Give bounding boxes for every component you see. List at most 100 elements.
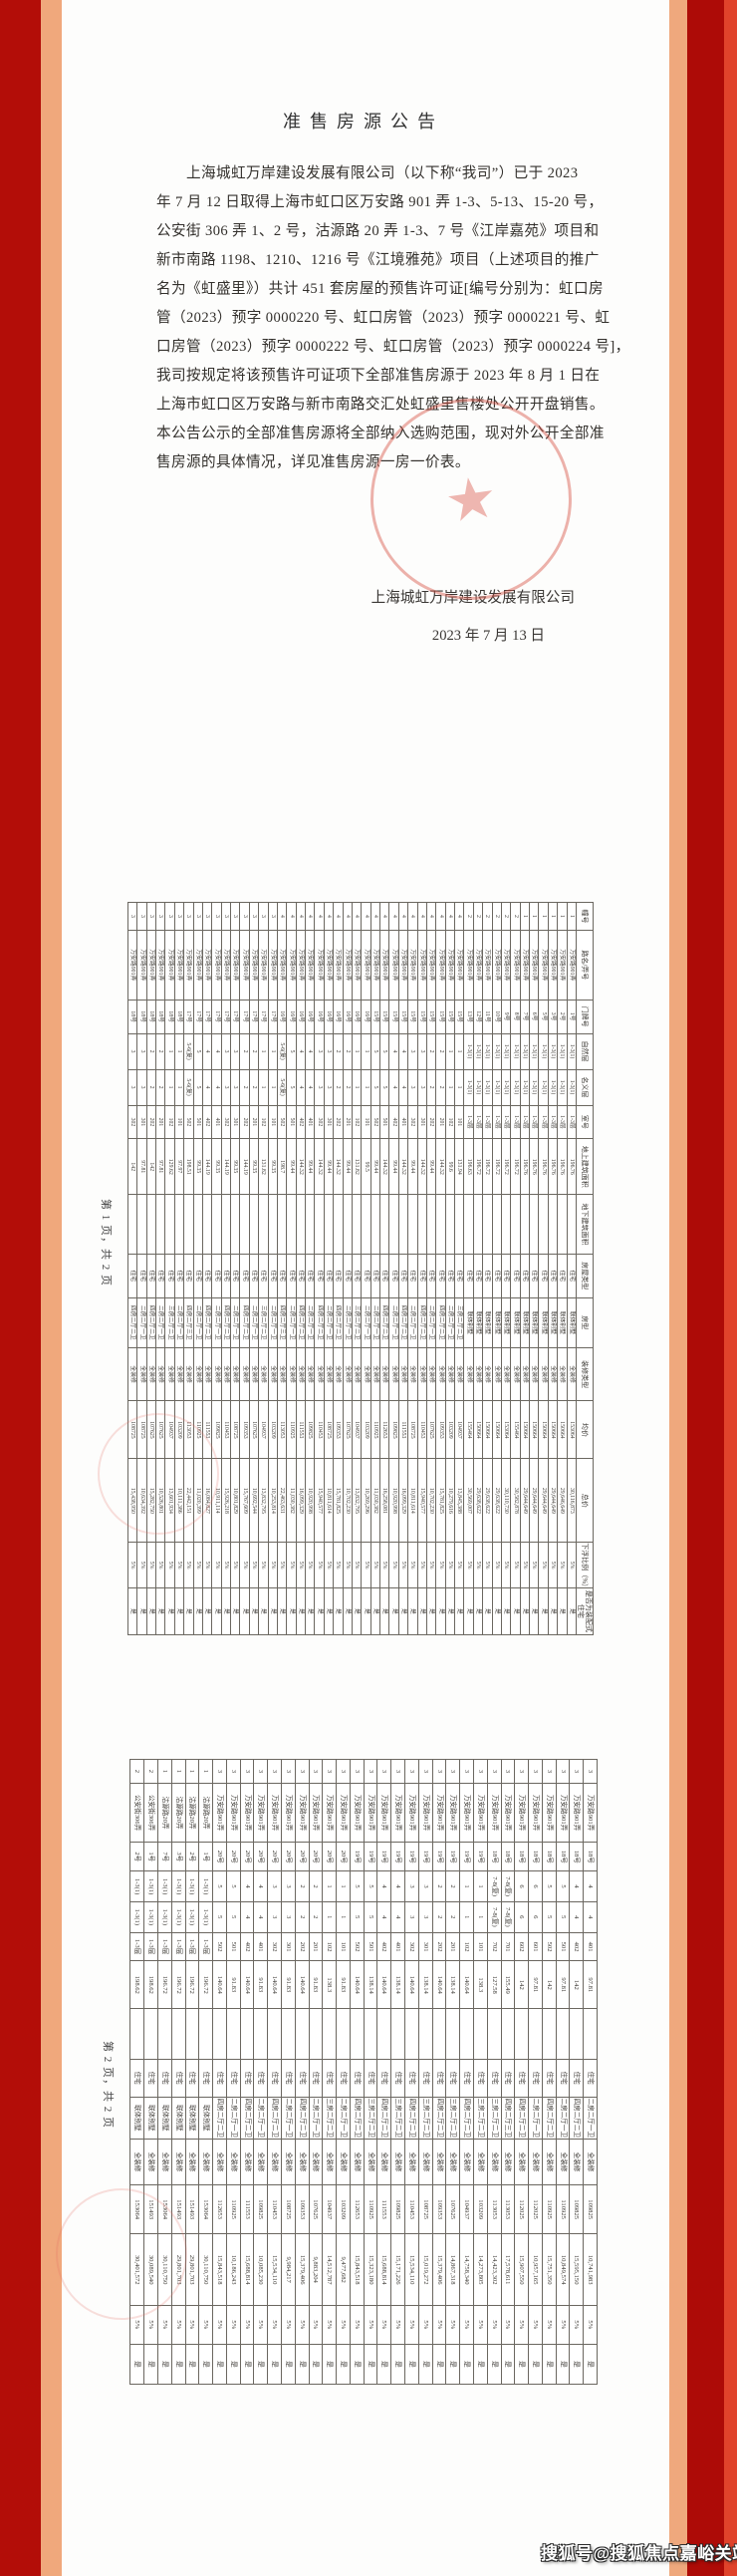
faint-seal-icon [98,1413,219,1535]
unit-row: 3 万安路901弄 18号 6 6 601 97.81 住宅 二房二厅一卫 全装修 112025 10… [528,1759,543,2385]
unit-row: 3 万安路901弄 19号 5 5 501 138.14 住宅 三房二厅二卫 全装修 110925 1… [364,1759,377,2385]
announcement-line: 上海城虹万岸建设发展有限公司（以下称“我司”）已于 2023 [186,165,579,181]
unit-row: 4 万安路901弄 16号 5-6(复) 5-6(复) 502 198.7 住宅 四房二厅三卫全… [277,902,287,1635]
announcement-date: 2023 年 7 月 13 日 [431,628,545,644]
unit-row: 4 万安路901弄 16号 2 2 201 99.44 住宅 二房二厅一卫 全装修 107625 10… [343,902,353,1635]
field-header-cell: 名义层 [576,1069,594,1106]
unit-row: 1 万安路901弄 2号 1-3(1) 1-3(1) 1-3层 196.76 住宅 联体别墅 全装… [557,902,568,1635]
field-header-cell: 门牌号 [576,1000,594,1034]
page1-footer: 第 1 页，共 2 页 [100,1199,112,1287]
unit-row: 3 万安路901弄 18号 6 6 602 142 住宅 四房二厅二卫 全装修 112025 15,9… [514,1759,529,2385]
announcement-line: 公安街 306 弄 1、2 号，沽源路 20 弄 1-3、7 号《江岸嘉苑》项目… [156,223,600,239]
field-header-cell: 自然层 [576,1033,594,1070]
unit-row: 3 万安路901弄 19号 3 3 302 140.64 住宅 四房二厅二卫 全装修 110453 1… [404,1759,419,2385]
unit-row: 2 万安路901弄 12号 1-3(1) 1-3(1) 1-3层 196.72 住宅 联体别墅全… [473,902,483,1635]
faint-seal-icon [56,2188,187,2320]
field-header-cell: 房型 [576,1297,594,1348]
unit-row: 3 万安路901弄 17号 2 2 201 99.35 住宅 二房二厅一卫 全装修 107625 10… [249,902,259,1635]
field-header-cell: 室号 [576,1105,594,1139]
price-table-page2-grid: 3 万安路901弄 18号 4 4 401 97.81 住宅 二房二厅一卫 全装修 109825 10… [129,1759,598,2397]
unit-row: 3 万安路901弄 18号 5 5 502 142 住宅 四房二厅二卫 全装修 110925 15,7… [542,1759,557,2385]
right-edge-red-stripe [724,0,737,2576]
announcement-line: 名为《虹盛里》）共计 451 套房屋的预售许可证[编号分别为：虹口房 [156,281,604,297]
unit-row: 3 万安路901弄 19号 1 1 102 140.64 住宅 四房二厅二卫 全装修 104937 1… [459,1759,474,2385]
announcement-line: 年 7 月 12 日取得上海市虹口区万安路 901 弄 1-3、5-13、15-… [156,194,604,210]
unit-row: 1 万安路901弄 5号 1-3(1) 1-3(1) 1-3层 196.76 住宅 联体别墅 全装… [539,902,549,1635]
unit-row: 1 万安路901弄 1号 1-3(1) 1-3(1) 1-3层 196.76 住宅 联体别墅 全装… [567,902,577,1635]
unit-row: 3 万安路901弄 20号 5 5 501 91.83 住宅 二房二厅一卫 全装修 110925 10… [226,1759,241,2385]
field-header-cell: 总价 [576,1458,594,1543]
unit-row: 3 万安路901弄 18号 4 4 401 97.81 住宅 二房二厅一卫 全装修 109825 10… [583,1759,598,2385]
unit-row: 3 万安路901弄 18号 7-8(复) 7-8(复) 701 155.49 住宅 四房二厅三卫… [501,1759,515,2385]
unit-row: 4 万安路901弄 15号 3 3 302 99.44 住宅 二房二厅一卫 全装修 108725 10… [407,902,418,1635]
unit-row: 4 万安路901弄 16号 1 1 101 99.5 住宅 二房二厅一卫 全装修 103209 10,… [361,902,371,1635]
seal-star-icon: ★ [440,463,502,536]
unit-row: 3 万安路901弄 19号 1 1 101 138.3 住宅 三房二厅二卫 全装修 103209 14… [473,1759,488,2385]
unit-row: 3 万安路901弄 20号 2 2 201 91.83 住宅 二房二厅一卫 全装修 107625 9,… [309,1759,323,2385]
field-header-cell: 下浮比例（%） [576,1542,594,1588]
unit-row: 4 万安路901弄 15号 2 2 201 144.32 住宅 四房二厅二卫 全装修 109353 1… [435,902,446,1635]
unit-row: 3 万安路901弄 17号 2 2 202 144.19 住宅 四房二厅二卫 全装修 109353 1… [240,902,250,1635]
unit-row: 2 万安路901弄 10号 1-3(1) 1-3(1) 1-3层 196.72 住宅 联体别墅全… [492,902,502,1635]
unit-row: 3 万安路901弄 17号 3 3 301 99.35 住宅 二房二厅一卫 全装修 108725 10… [230,902,240,1635]
left-peach-border [41,0,62,2576]
unit-row: 3 万安路901弄 20号 3 3 302 140.64 住宅 四房二厅二卫 全装修 110453 1… [267,1759,282,2385]
announcement-line: 管（2023）预字 0000220 号、虹口房管（2023）预字 0000221… [156,310,611,326]
unit-row: 2 万安路901弄 11号 1-3(1) 1-3(1) 1-3层 196.72 住宅 联体别墅全… [482,902,493,1635]
unit-row: 4 万安路901弄 15号 1 1 101 131.94 住宅 三房二厅二卫 全装修 104937 1… [454,902,464,1635]
unit-row: 4 万安路901弄 15号 5 5 502 99.44 住宅 二房二厅一卫 全装修 110925 11… [370,902,380,1635]
unit-row: 1 沽源路20弄 1号 1-3(1) 1-3(1) 1-3层 196.72 住宅 联体别墅 全装修… [198,1759,213,2385]
right-peach-border [669,0,687,2576]
announcement-line: 口房管（2023）预字 0000222 号、虹口房管（2023）预字 00002… [156,339,630,355]
unit-row: 3 万安路901弄 19号 2 2 201 138.14 住宅 三房二厅二卫 全装修 107625 1… [445,1759,460,2385]
unit-row: 3 万安路901弄 19号 2 2 202 140.64 住宅 四房二厅二卫 全装修 109353 1… [432,1759,446,2385]
field-header-cell: 路名/弄号 [576,930,594,1001]
unit-row: 4 万安路901弄 15号 1 1 102 99.6 住宅 二房二厅一卫 全装修 103209 10,… [445,902,455,1635]
unit-row: 3 万安路901弄 19号 5 5 502 140.64 住宅 四房二厅二卫 全装修 112653 1… [350,1759,365,2385]
unit-row: 1 万安路901弄 6号 1-3(1) 1-3(1) 1-3层 196.76 住宅 联体别墅 全装… [529,902,539,1635]
unit-row: 3 万安路901弄 17号 3 3 302 144.19 住宅 四房二厅二卫 全装修 110453 1… [221,902,231,1635]
announcement-line: 我司按规定将该预售许可证项下全部准售房源于 2023 年 8 月 1 日在 [156,368,601,384]
unit-row: 4 万安路901弄 15号 5 5 501 144.32 住宅 四房二厅二卫 全装修 112653 1… [379,902,389,1635]
unit-row: 4 万安路901弄 15号 4 4 401 144.32 住宅 四房二厅二卫 全装修 111553 1… [398,902,408,1635]
unit-row: 4 万安路901弄 16号 3 3 301 99.44 住宅 二房二厅一卫 全装修 108725 10… [324,902,334,1635]
unit-row: 4 万安路901弄 16号 2 2 202 144.32 住宅 四房二厅二卫 全装修 109353 1… [333,902,344,1635]
sohu-watermark: 搜狐号@搜狐焦点嘉峪关站 [541,2544,737,2563]
unit-row: 4 万安路901弄 16号 4 4 402 144.32 住宅 四房二厅二卫 全装修 111553 1… [296,902,306,1635]
announcement-page: 准售房源公告 上海城虹万岸建设发展有限公司（以下称“我司”）已于 2023 年 7… [62,0,669,757]
unit-row: 3 万安路901弄 17号 5 5 501 99.35 住宅 二房二厅一卫 全装修 110925 11… [193,902,203,1635]
unit-row: 3 万安路901弄 20号 3 3 301 91.83 住宅 二房二厅一卫 全装修 108725 9,… [281,1759,296,2385]
unit-row: 1 万安路901弄 3号 1-3(1) 1-3(1) 1-3层 196.76 住宅 联体别墅 全装… [548,902,558,1635]
field-header-cell: 房屋类型 [576,1254,594,1298]
unit-row: 1 沽源路20弄 2号 1-3(1) 1-3(1) 1-3层 196.72 住宅 联体别墅 全装修… [185,1759,199,2385]
field-header-row: 幢号 路名/弄号 门牌号 自然层 名义层 室号 地上建筑面积 地下建筑面积 房屋类型 房型 装修类型… [576,902,594,1635]
field-header-cell: 均价 [576,1400,594,1459]
unit-row: 3 万安路901弄 17号 4 4 402 144.19 住宅 四房二厅二卫 全装修 111553 1… [202,902,212,1635]
company-seal-icon: ★ [370,399,572,600]
announcement-line: 新市南路 1198、1210、1216 号《江境雅苑》项目（上述项目的推广 [156,252,600,268]
unit-row: 4 万安路901弄 16号 3 3 302 144.32 住宅 四房二厅二卫 全装修 110453 1… [315,902,325,1635]
field-header-cell: 装修类型 [576,1347,594,1401]
unit-row: 3 万安路901弄 17号 1 1 101 99.35 住宅 二房二厅一卫 全装修 103209 10… [268,902,278,1635]
right-red-border [687,0,724,2576]
unit-row: 1 万安路901弄 7号 1-3(1) 1-3(1) 1-3层 196.76 住宅 联体别墅 全装… [520,902,530,1635]
unit-row: 4 万安路901弄 15号 3 3 301 144.32 住宅 四房二厅二卫 全装修 110453 1… [417,902,427,1635]
unit-row: 3 万安路901弄 20号 1 1 101 91.83 住宅 二房二厅一卫 全装修 103209 9,… [336,1759,351,2385]
unit-row: 4 万安路901弄 16号 1 1 102 131.82 住宅 三房二厅二卫 全装修 104937 1… [352,902,362,1635]
unit-row: 2 万安路901弄 8号 1-3(1) 1-3(1) 1-3层 196.72 住宅 联体别墅 全装… [510,902,521,1635]
unit-row: 3 万安路901弄 19号 3 3 301 138.14 住宅 三房二厅二卫 全装修 108725 1… [418,1759,433,2385]
unit-row: 3 万安路901弄 18号 4 4 402 142 住宅 四房二厅二卫 全装修 109825 15,5… [569,1759,584,2385]
unit-row: 3 万安路901弄 20号 2 2 202 140.64 住宅 四房二厅二卫 全装修 109353 1… [295,1759,310,2385]
unit-row: 4 万安路901弄 16号 4 4 401 99.44 住宅 二房二厅一卫 全装修 109825 10… [305,902,315,1635]
unit-row: 2 万安路901弄 13号 1-3(1) 1-3(1) 1-3层 196.63 住宅 联体别墅全… [464,902,474,1635]
unit-row: 3 万安路901弄 19号 4 4 402 140.64 住宅 四房二厅二卫 全装修 111553 1… [377,1759,391,2385]
field-header-cell: 是否为装配式住宅 [576,1587,594,1635]
unit-row: 4 万安路901弄 15号 2 2 202 99.44 住宅 二房二厅一卫 全装修 107625 10… [426,902,436,1635]
unit-row: 3 万安路901弄 18号 7-8(复) 7-8(复) 702 127.58 住宅 三房二厅二卫… [487,1759,502,2385]
left-red-border [0,0,41,2576]
unit-row: 3 万安路901弄 19号 4 4 401 138.14 住宅 三房二厅二卫 全装修 109825 1… [390,1759,405,2385]
unit-row: 2 万安路901弄 9号 1-3(1) 1-3(1) 1-3层 196.72 住宅 联体别墅 全装… [501,902,511,1635]
field-header-cell: 地上建筑面积 [576,1138,594,1195]
unit-row: 3 万安路901弄 20号 4 4 402 140.64 住宅 四房二厅二卫 全装修 111553 1… [240,1759,254,2385]
unit-row: 3 万安路901弄 18号 5 5 501 97.81 住宅 二房二厅一卫 全装修 110925 10… [556,1759,570,2385]
